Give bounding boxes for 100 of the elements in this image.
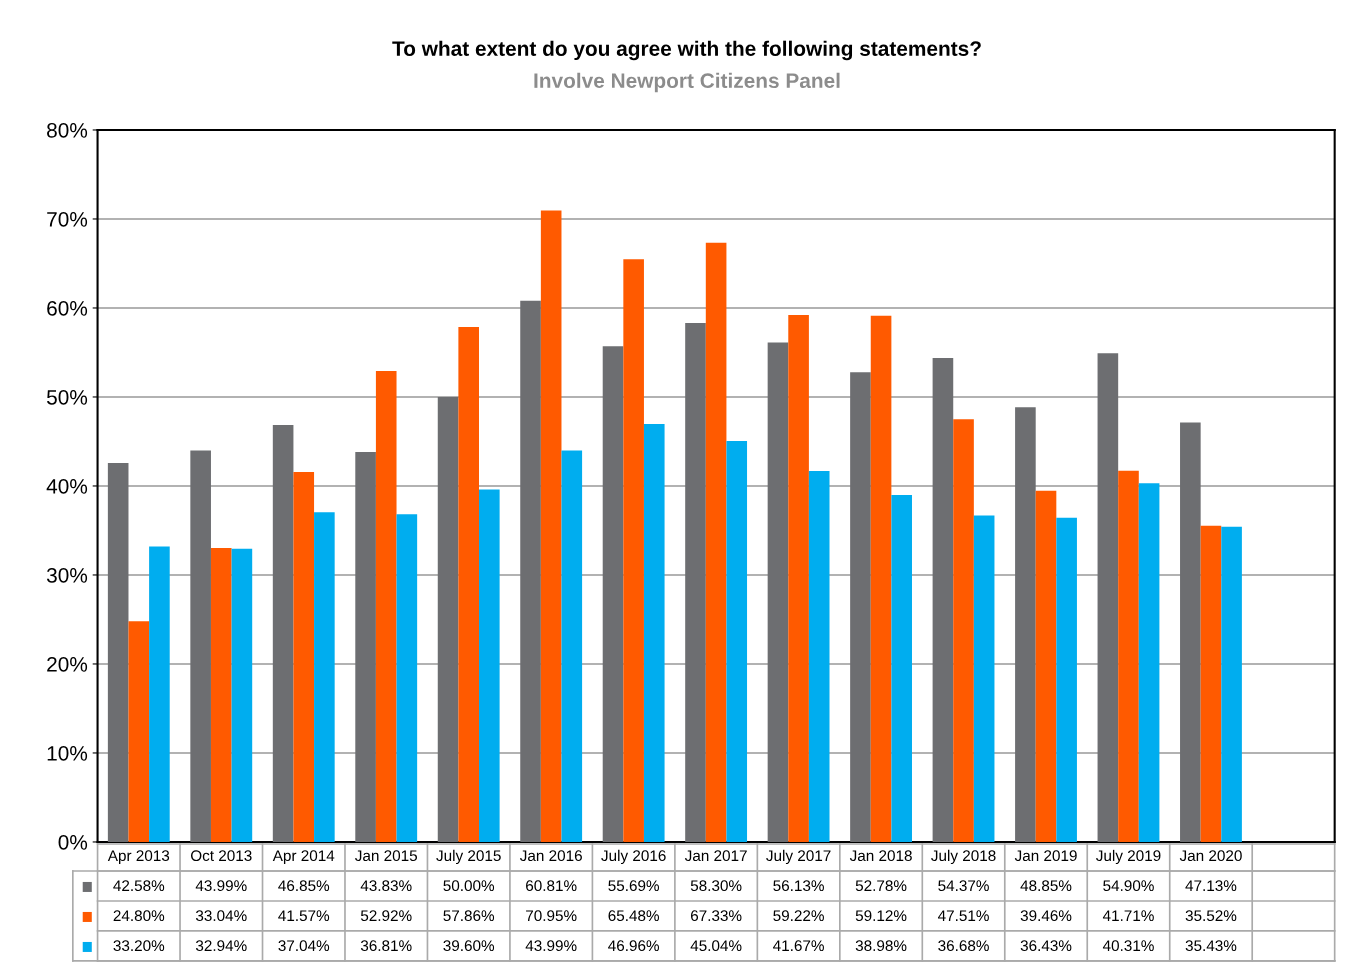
data-label: 24.80% [113,910,165,922]
data-label: 55.69% [608,880,660,892]
data-label: 60.81% [526,880,577,892]
data-label: 35.52% [1185,910,1237,922]
data-label: 40.31% [1102,940,1154,952]
x-tick-label: Jan 2016 [519,850,582,862]
bar [1138,483,1160,842]
data-label: 59.12% [855,910,907,922]
bar [210,547,232,842]
bar [1221,526,1242,842]
data-label: 37.04% [278,940,330,952]
bar [479,489,500,842]
y-tick-label: 40% [46,478,88,494]
data-label: 58.30% [690,880,742,892]
bar [1097,353,1119,842]
data-label: 35.43% [1185,940,1237,952]
bar [375,370,397,842]
x-tick-label: Jan 2019 [1014,850,1077,862]
bar [561,450,583,842]
data-label: 54.90% [1103,880,1154,892]
bar [973,515,995,842]
bar [437,396,459,842]
x-tick-label: Jan 2018 [849,850,912,862]
data-label: 36.68% [938,940,989,952]
bar [953,419,974,842]
data-label: 45.04% [690,940,742,952]
bar [685,323,706,842]
data-label: 56.13% [773,880,824,892]
bar [808,471,830,842]
data-label: 52.78% [855,880,907,892]
data-label: 65.48% [608,910,660,922]
bar [1200,525,1222,842]
data-label: 52.92% [360,910,412,922]
bar [272,425,294,842]
x-tick-label: Apr 2014 [272,850,335,865]
x-tick-label: Oct 2013 [191,850,252,862]
data-label: 50.00% [443,880,495,892]
bar [767,342,789,842]
y-tick-label: 0% [58,834,88,850]
data-label: 54.37% [938,880,989,892]
y-tick-label: 20% [47,656,88,672]
bar [458,327,479,842]
x-tick-label: Apr 2013 [107,850,170,865]
x-tick-label: July 2018 [931,849,996,865]
data-label: 57.86% [443,910,495,922]
bar [726,441,748,842]
y-tick-label: 70% [47,211,88,227]
x-tick-label: Jan 2015 [355,850,418,862]
data-label: 70.95% [526,910,577,922]
bar [190,450,211,842]
data-label: 48.85% [1020,880,1072,892]
bar [540,210,562,842]
y-tick-label: 10% [47,745,88,761]
bar [891,495,912,842]
x-tick-label: July 2017 [766,849,831,865]
bar [1180,422,1201,842]
bar [107,463,129,842]
data-label: 39.60% [443,940,495,952]
chart-subtitle: Involve Newport Citizens Panel [534,72,840,93]
bar [396,514,418,842]
x-tick-label: July 2015 [436,849,501,865]
data-label: 47.13% [1185,880,1237,892]
data-label: 41.71% [1102,910,1154,921]
y-tick-label: 60% [47,300,88,316]
data-label: 36.81% [360,940,412,952]
x-tick-label: Jan 2020 [1179,850,1242,862]
data-label: 41.67% [773,940,824,952]
y-tick-label: 50% [46,389,88,405]
data-label: 41.57% [278,910,330,922]
x-tick-label: Jan 2017 [684,850,747,862]
bar [1035,490,1057,842]
bar [788,314,809,842]
y-tick-label: 80% [47,122,88,138]
chart-title: To what extent do you agree with the following statements? [392,40,981,61]
bar [231,548,253,842]
bar [1015,407,1036,842]
data-label: 43.83% [360,880,412,892]
data-label: 42.58% [113,880,165,892]
bar [705,242,727,842]
data-label: 47.51% [937,910,989,922]
bar [128,621,150,842]
bar [1056,517,1077,842]
x-tick-label: July 2019 [1096,849,1161,865]
data-label: 67.33% [690,910,742,922]
x-tick-label: July 2016 [601,849,666,865]
bar [602,346,624,842]
bar [870,315,892,842]
bar [850,372,871,842]
data-label: 33.04% [195,910,247,922]
bar [932,358,954,842]
bar [293,472,315,842]
bar [314,512,335,842]
data-label: 36.43% [1020,940,1072,952]
data-label: 39.46% [1020,910,1072,922]
bar [149,546,170,842]
bar [520,300,541,842]
data-label: 32.94% [195,940,247,952]
data-label: 43.99% [195,880,247,892]
data-label: 38.98% [855,940,907,952]
bar [1118,470,1139,842]
